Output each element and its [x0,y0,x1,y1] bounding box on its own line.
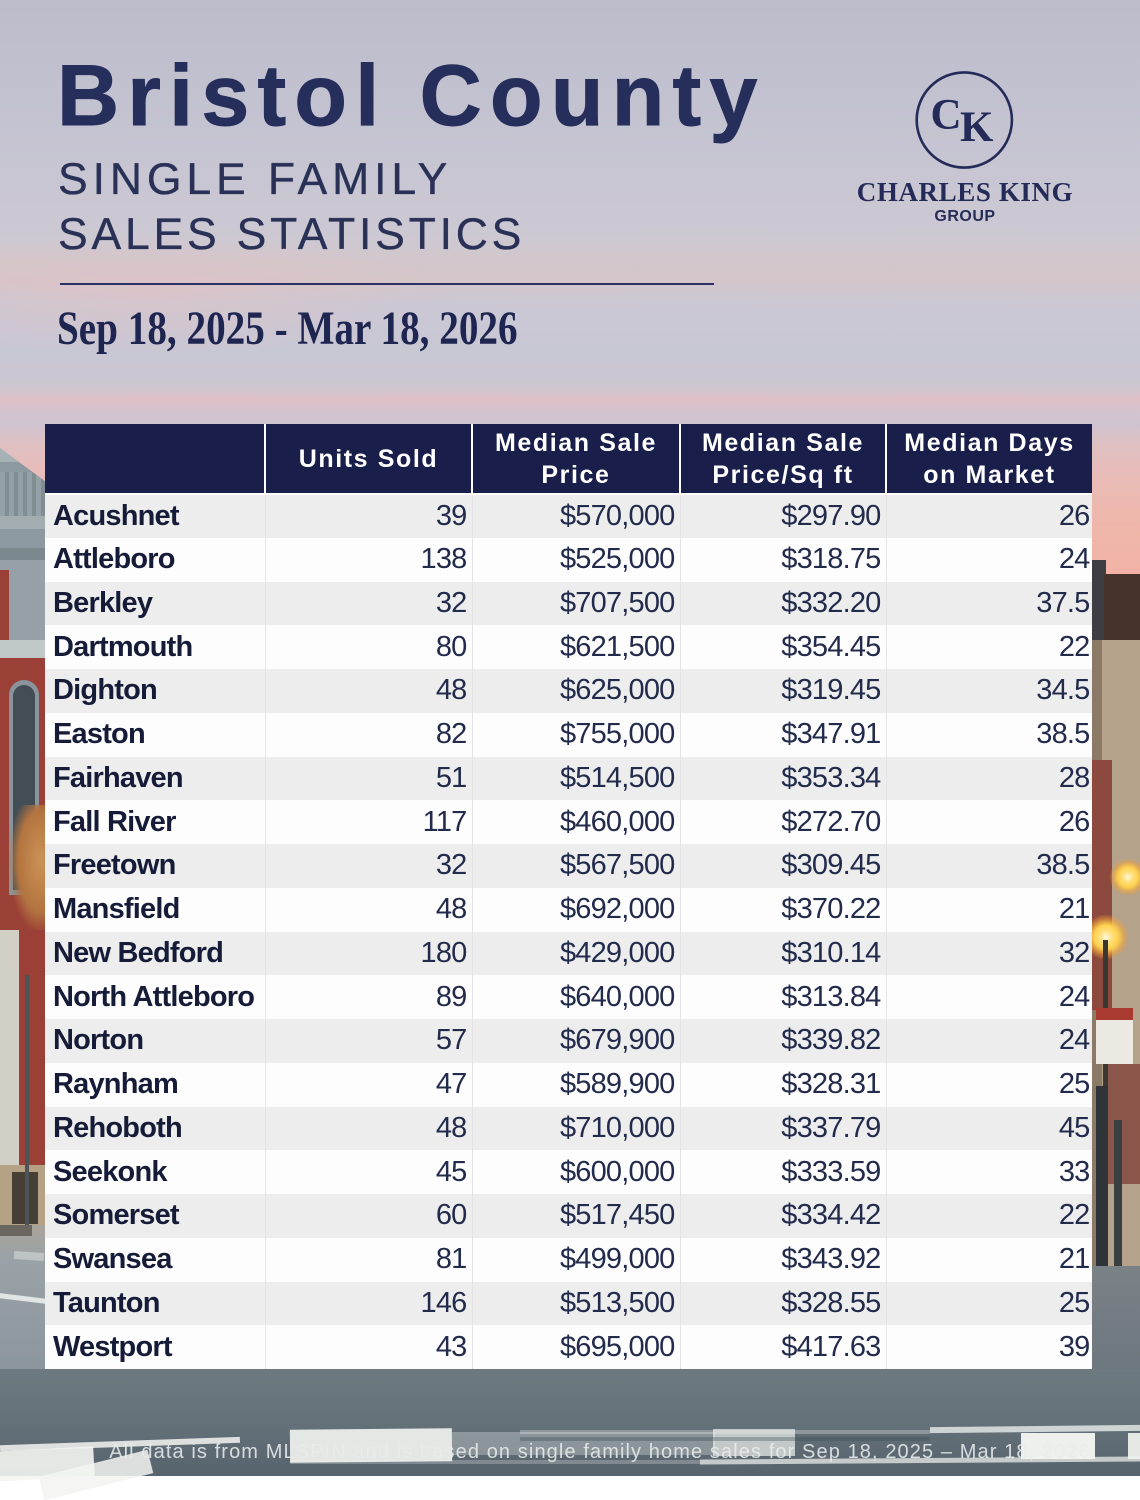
svg-text:C: C [931,91,962,138]
svg-text:K: K [960,104,994,151]
